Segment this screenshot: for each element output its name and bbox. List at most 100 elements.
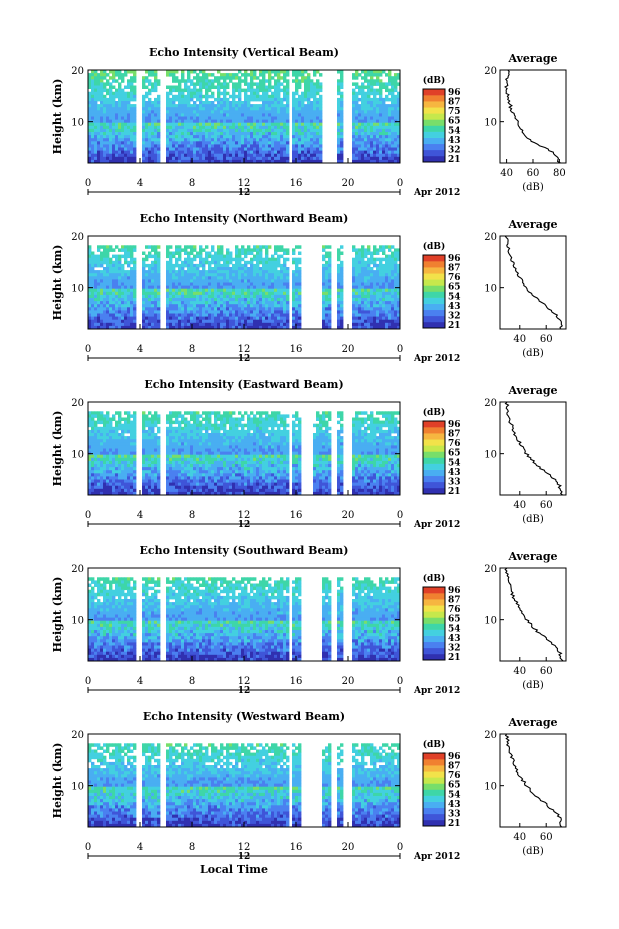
heatmap-cell [310,82,314,86]
heatmap-cell [133,122,137,127]
heatmap-cell [202,82,206,86]
heatmap-cell [151,288,155,293]
heatmap-cell [283,307,287,311]
heatmap-cell [97,119,101,124]
heatmap-cell [361,307,365,311]
heatmap-cell [259,135,263,139]
heatmap-cell [397,107,401,111]
heatmap-cell [238,310,242,314]
heatmap-cell [91,159,95,164]
heatmap-cell [91,82,95,86]
heatmap-cell [268,322,272,327]
heatmap-cell [130,132,134,136]
heatmap-cell [166,245,170,249]
heatmap-cell [178,316,182,321]
heatmap-cell [109,245,113,249]
heatmap-cell [214,156,218,161]
heatmap-cell [226,159,230,164]
heatmap-cell [97,457,101,462]
heatmap-cell [337,248,341,252]
heatmap-cell [307,104,311,108]
heatmap-cell [88,325,92,330]
heatmap-cell [364,276,368,280]
heatmap-cell [307,85,311,89]
heatmap-cell [259,70,263,74]
heatmap-cell [241,79,245,83]
heatmap-cell [307,138,311,142]
heatmap-cell [112,263,116,268]
heatmap-cell [301,70,305,74]
heatmap-cell [193,316,197,321]
heatmap-cell [109,467,113,471]
heatmap-cell [94,451,98,456]
heatmap-cell [325,276,329,280]
heatmap-cell [181,301,185,305]
heatmap-cell [202,313,206,317]
heatmap-cell [91,445,95,449]
heatmap-cell [394,322,398,327]
heatmap-cell [181,147,185,151]
heatmap-cell [106,442,110,446]
heatmap-cell [247,304,251,308]
heatmap-cell [295,85,299,89]
heatmap-cell [313,113,317,117]
heatmap-cell [388,135,392,139]
heatmap-cell [385,116,389,120]
heatmap-cell [241,116,245,120]
heatmap-cell [175,150,179,155]
heatmap-cell [226,135,230,139]
colorbar-tick-label: 54 [448,292,461,302]
heatmap-cell [151,135,155,139]
heatmap-cell [169,273,173,277]
heatmap-cell [130,322,134,327]
heatmap-cell [226,101,230,105]
heatmap-cell [361,257,365,262]
heatmap-cell [247,156,251,161]
heatmap-cell [376,301,380,305]
heatmap-cell [265,304,269,308]
heatmap-cell [238,153,242,158]
heatmap-cell [217,251,221,255]
heatmap-cell [241,73,245,77]
heatmap-cell [169,270,173,274]
heatmap-cell [268,104,272,108]
heatmap-cell [154,82,158,86]
heatmap-cell [133,316,137,321]
heatmap-cell [124,119,128,124]
heatmap-cell [307,159,311,164]
heatmap-cell [337,325,341,330]
heatmap-cell [235,88,239,93]
heatmap-cell [337,113,341,117]
heatmap-cell [91,94,95,99]
heatmap-cell [100,70,104,74]
heatmap-cell [91,488,95,493]
heatmap-cell [214,307,218,311]
heatmap-cell [88,116,92,120]
heatmap-cell [253,288,257,293]
x-tick-label: 16 [290,178,303,189]
heatmap-cell [178,248,182,252]
heatmap-cell [397,159,401,164]
heatmap-cell [196,288,200,293]
heatmap-cell [283,291,287,296]
heatmap-cell [313,122,317,127]
heatmap-cell [112,294,116,299]
heatmap-cell [184,119,188,124]
heatmap-cell [148,322,152,327]
heatmap-cell [319,107,323,111]
heatmap-cell [112,254,116,259]
heatmap-cell [172,141,176,145]
heatmap-cell [184,116,188,120]
heatmap-cell [109,276,113,280]
heatmap-cell [217,282,221,286]
heatmap-cell [223,322,227,327]
heatmap-cell [172,254,176,259]
heatmap-cell [202,141,206,145]
heatmap-cell [172,116,176,120]
heatmap-cell [307,113,311,117]
heatmap-cell [175,288,179,293]
heatmap-cell [259,273,263,277]
heatmap-cell [379,141,383,145]
heatmap-cell [151,322,155,327]
heatmap-cell [109,451,113,456]
